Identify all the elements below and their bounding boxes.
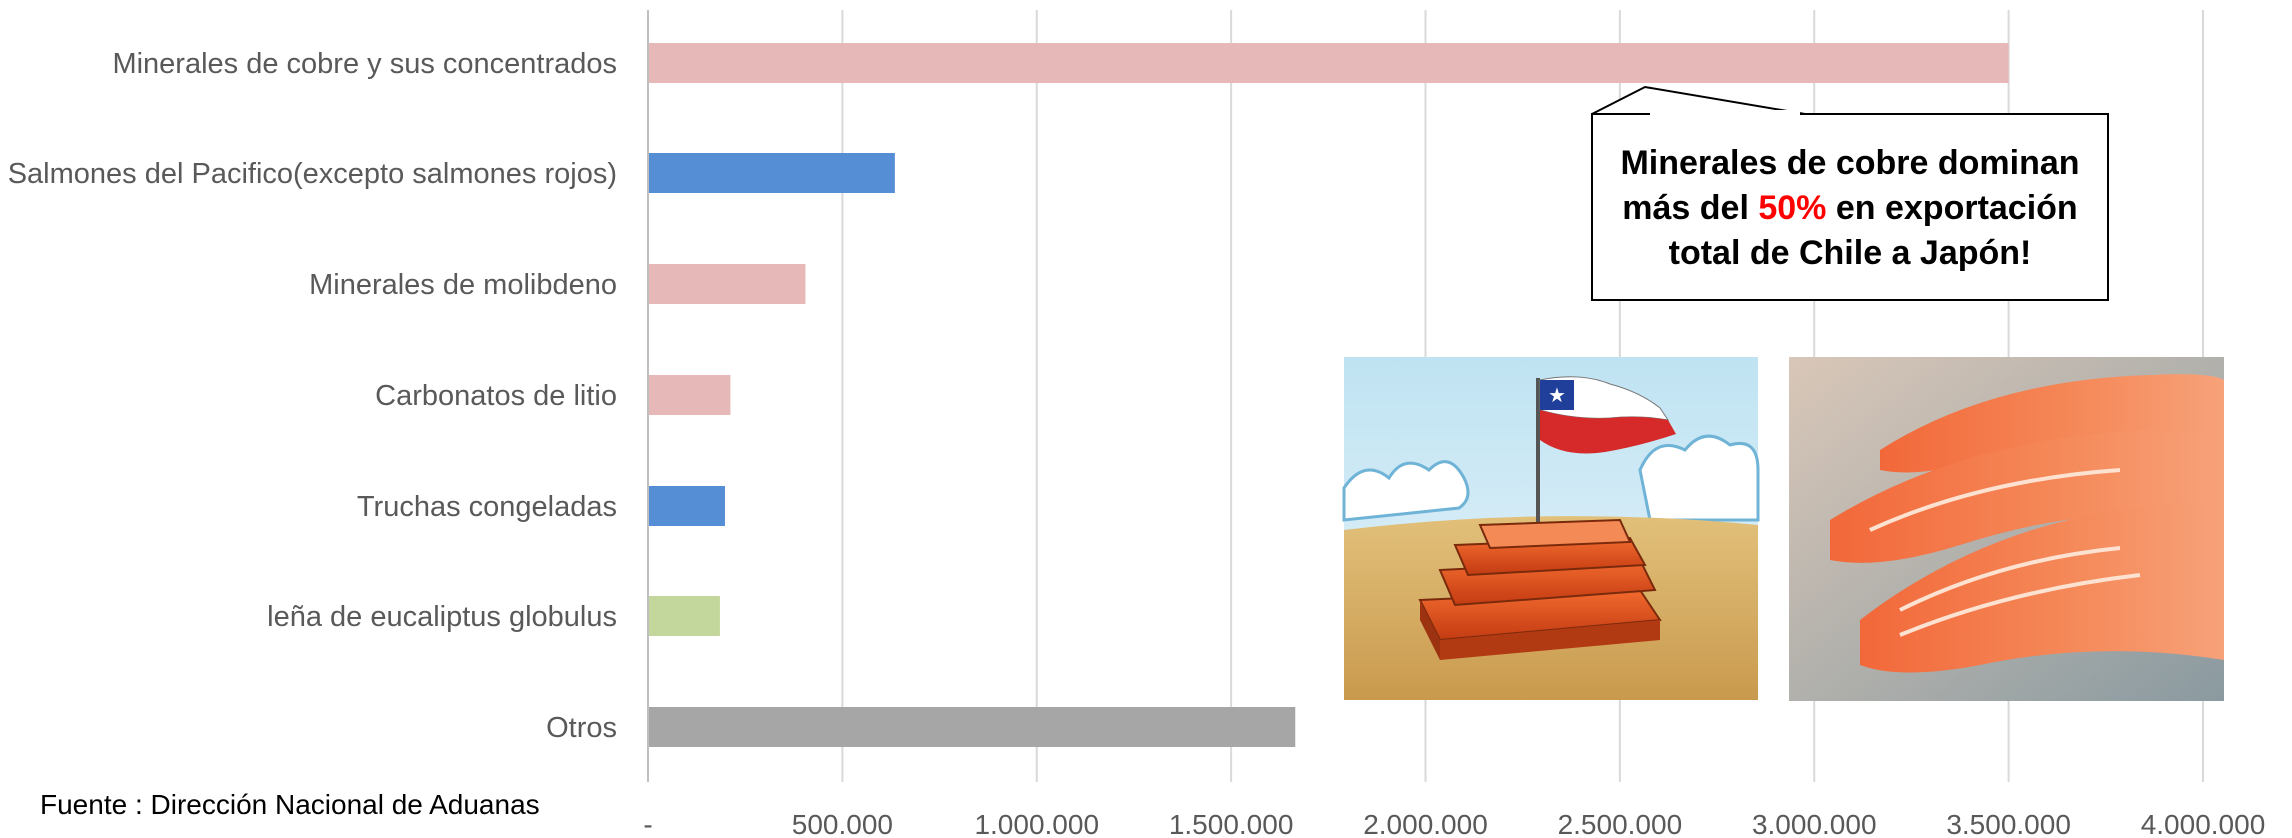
category-label: Carbonatos de litio	[375, 380, 617, 412]
callout-box: Minerales de cobre dominan más del 50% e…	[1591, 85, 2109, 301]
callout-line-2: más del 50% en exportación	[1622, 189, 2077, 227]
x-tick-label: 1.500.000	[1169, 809, 1294, 838]
chile-copper-illustration: ★	[1342, 357, 1760, 700]
x-tick-label: 2.500.000	[1558, 809, 1683, 838]
callout-line-1: Minerales de cobre dominan	[1620, 144, 2079, 182]
salmon-photo	[1789, 357, 2224, 701]
bar	[649, 375, 731, 415]
callout-highlight: 50%	[1758, 189, 1826, 227]
bar	[649, 264, 806, 304]
bar	[649, 707, 1296, 747]
copper-ingots	[1418, 518, 1662, 660]
bars	[649, 43, 2009, 747]
source-note: Fuente : Dirección Nacional de Aduanas	[40, 789, 540, 820]
category-label: leña de eucaliptus globulus	[267, 601, 617, 633]
callout-line-3: total de Chile a Japón!	[1669, 234, 2032, 272]
x-tick-label: -	[643, 809, 652, 838]
x-tick-label: 4.000.000	[2141, 809, 2266, 838]
bar	[649, 43, 2009, 83]
x-tick-label: 1.000.000	[974, 809, 1099, 838]
category-label: Minerales de cobre y sus concentrados	[112, 48, 617, 80]
bar	[649, 486, 725, 526]
category-label: Otros	[546, 712, 617, 744]
x-tick-label: 3.500.000	[1946, 809, 2071, 838]
category-label: Minerales de molibdeno	[309, 269, 617, 301]
category-label: Truchas congeladas	[357, 491, 617, 523]
svg-text:★: ★	[1548, 383, 1566, 407]
x-tick-label: 3.000.000	[1752, 809, 1877, 838]
bar	[649, 596, 720, 636]
x-tick-label: 500.000	[792, 809, 893, 838]
x-tick-labels: - 500.000 1.000.000 1.500.000 2.000.000 2.500…	[643, 809, 2265, 838]
category-label: Salmones del Pacifico(excepto salmones r…	[8, 158, 617, 190]
bar	[649, 153, 895, 193]
x-tick-label: 2.000.000	[1363, 809, 1488, 838]
category-labels: Minerales de cobre y sus concentrados Sal…	[8, 48, 617, 744]
